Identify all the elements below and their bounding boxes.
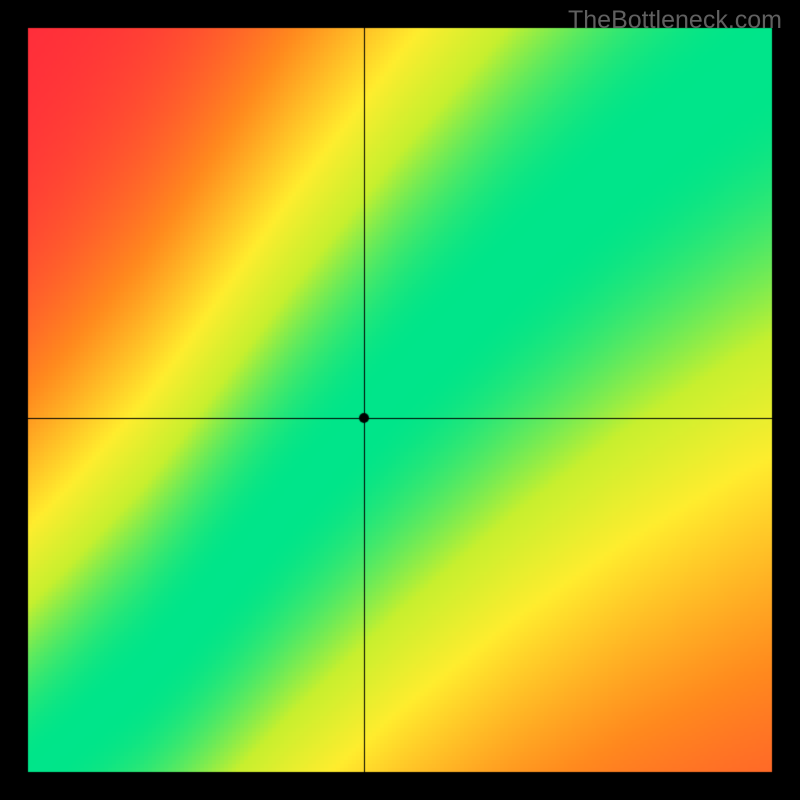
watermark-text: TheBottleneck.com [568,6,782,35]
bottleneck-chart: TheBottleneck.com [0,0,800,800]
heatmap-canvas [0,0,800,800]
